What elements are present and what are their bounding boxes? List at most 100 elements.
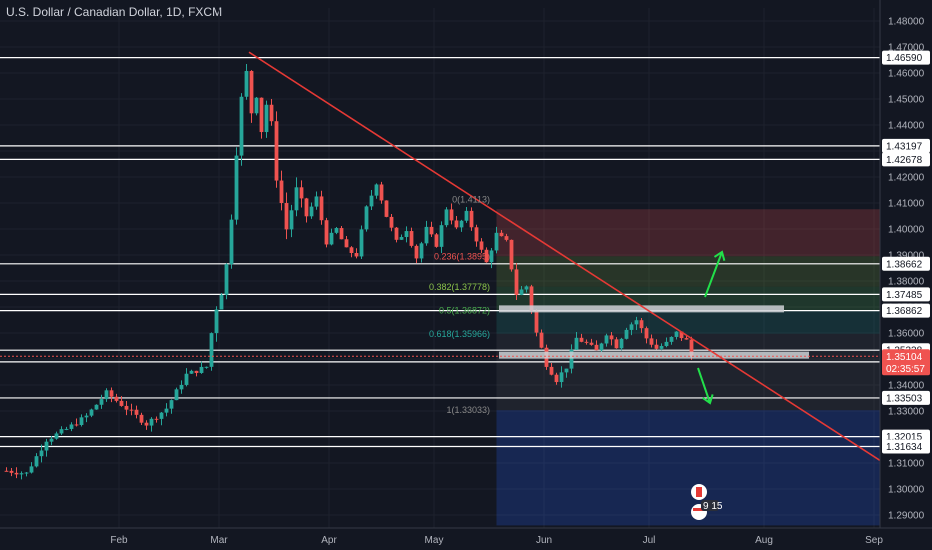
price-tick-label: 1.33000 [888,407,925,418]
price-tick-label: 1.47000 [888,43,925,54]
time-tick-label: Mar [210,535,228,546]
candle-body [534,310,539,333]
candle-body [584,341,589,343]
horizontal-levels[interactable] [0,57,880,448]
current-price-tag[interactable] [882,349,930,376]
time-tick-label: Jul [643,535,656,546]
candle-body [389,216,394,228]
candle-body [684,338,689,340]
fib-zone [496,286,884,311]
candle-body [119,400,124,406]
fib-level-label: 0.618(1.35966) [429,329,490,339]
drawings[interactable] [248,51,881,462]
candle-body [559,372,564,383]
candle-body [134,409,139,415]
down-arrow[interactable] [697,367,711,404]
candle-body [129,409,134,411]
price-tick-label: 1.31000 [888,459,925,470]
earnings-badge[interactable] [701,500,719,511]
fib-zones [496,209,884,526]
candle-body [19,473,24,475]
level-price-tag[interactable] [882,287,930,302]
level-price-tag[interactable] [882,390,930,405]
fib-level-label: 0(1.4113) [452,195,490,205]
candle-body [449,209,454,221]
candle-body [399,237,404,240]
level-price-tag[interactable] [882,256,930,271]
candle-body [609,335,614,340]
time-tick-label: May [425,535,444,546]
candle-body [84,415,89,418]
candle-body [679,331,684,339]
us-flag-mark [693,508,705,511]
candle-body [524,286,529,290]
candle-body [579,337,584,342]
candle-body [454,220,459,228]
candle-body [54,433,59,439]
fib-zone [496,410,884,526]
level-price-label: 1.43197 [886,141,923,152]
level-price-label: 1.38662 [886,259,923,270]
level-price-tag[interactable] [882,152,930,167]
up-arrow[interactable] [704,251,723,298]
price-tick-label: 1.42000 [888,173,925,184]
level-price-tag[interactable] [882,138,930,153]
candle-body [39,450,44,457]
event-badges[interactable]: 9 15 [691,484,723,520]
candle-body [44,441,49,451]
price-tick-label: 1.39000 [888,251,925,262]
level-price-tag[interactable] [882,50,930,65]
candle-body [359,229,364,257]
candle-body [409,231,414,246]
level-price-tag[interactable] [882,303,930,318]
candle-body [664,341,669,347]
candle-body [414,245,419,259]
candle-body [614,339,619,349]
candle-body [419,243,424,259]
trendline[interactable] [248,51,881,462]
candle-body [314,196,319,207]
price-tick-label: 1.45000 [888,95,925,106]
level-price-label: 1.37485 [886,290,923,301]
candle-body [619,338,624,349]
level-price-label: 1.42678 [886,155,923,166]
candle-body [499,232,504,237]
candle-body [384,200,389,217]
level-price-label: 1.46590 [886,53,923,64]
price-tick-label: 1.46000 [888,69,925,80]
time-axis[interactable]: Feb Mar Apr May Jun Jul Aug Sep [0,527,932,546]
candle-body [404,231,409,238]
candle-body [639,320,644,329]
candle-body [589,342,594,345]
level-price-tag[interactable] [882,439,930,454]
candle-body [59,429,64,434]
price-tick-label: 1.29000 [888,511,925,522]
fib-level-label: 1(1.33033) [446,405,490,415]
candle-body [349,247,354,254]
candle-body [144,422,149,426]
candle-body [224,264,229,295]
chart-title: U.S. Dollar / Canadian Dollar, 1D, FXCM [6,5,223,19]
candle-body [674,331,679,337]
candle-body [194,370,199,373]
earnings-badge-label: 9 15 [703,501,723,512]
candle-body [89,409,94,416]
candle-body [624,329,629,339]
fib-zone [496,209,884,257]
candle-body [164,408,169,413]
candle-body [514,269,519,295]
candle-body [184,373,189,385]
candle-body [509,239,514,270]
candle-body [49,438,54,442]
candle-body [14,472,19,475]
candle-body [599,343,604,351]
time-tick-label: Aug [755,535,773,546]
candle-body [334,228,339,233]
candle-body [294,187,299,211]
fib-labels: 0(1.4113) 0.236(1.3895) 0.382(1.37778) 0.5(… [429,195,490,416]
candle-body [324,220,329,245]
price-tick-label: 1.30000 [888,485,925,496]
up-arrow-head [713,250,726,261]
